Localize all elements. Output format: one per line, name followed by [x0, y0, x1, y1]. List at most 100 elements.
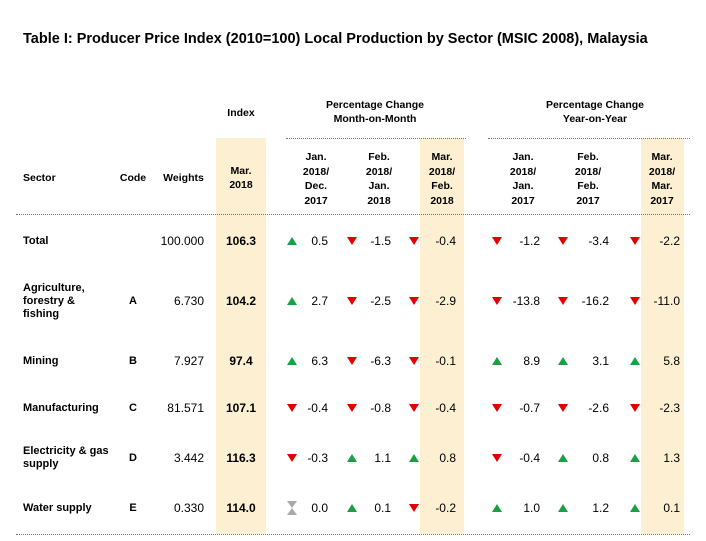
index-value: 97.4: [229, 353, 253, 368]
code-header: Code: [119, 172, 147, 184]
weight-value: 100.000: [160, 233, 204, 248]
mom-column-header-3: Mar. 2018/Feb. 2018: [428, 151, 456, 207]
mom-change-value: -0.3: [307, 450, 328, 465]
weight-value: 3.442: [173, 450, 204, 465]
up-arrow-icon: [630, 454, 640, 462]
down-arrow-icon: [347, 237, 357, 245]
up-arrow-icon: [630, 357, 640, 365]
down-arrow-icon: [630, 237, 640, 245]
mom-change-value: -0.4: [435, 233, 456, 248]
table-title: Table I: Producer Price Index (2010=100)…: [23, 31, 648, 47]
up-arrow-icon: [409, 454, 419, 462]
down-arrow-icon: [492, 404, 502, 412]
down-arrow-icon: [409, 504, 419, 512]
weight-value: 7.927: [173, 353, 204, 368]
yoy-change-value: 1.0: [523, 500, 540, 515]
yoy-change-value: -2.2: [659, 233, 680, 248]
up-arrow-icon: [287, 357, 297, 365]
up-arrow-icon: [287, 297, 297, 305]
rule-header-bottom: [16, 214, 690, 215]
yoy-change-value: -13.8: [512, 293, 540, 308]
up-arrow-icon: [492, 357, 502, 365]
down-arrow-icon: [558, 404, 568, 412]
index-value: 116.3: [226, 450, 256, 465]
mom-change-value: -0.4: [307, 400, 328, 415]
weight-value: 81.571: [167, 400, 204, 415]
mom-group-header: Percentage Change Month-on-Month: [325, 99, 425, 125]
yoy-change-value: -0.4: [519, 450, 540, 465]
yoy-change-value: 5.8: [663, 353, 680, 368]
mom-column-header-2: Feb. 2018/Jan. 2018: [365, 151, 393, 207]
yoy-change-value: 0.8: [592, 450, 609, 465]
down-arrow-icon: [409, 357, 419, 365]
down-arrow-icon: [492, 297, 502, 305]
up-arrow-icon: [492, 504, 502, 512]
yoy-change-value: -16.2: [581, 293, 609, 308]
down-arrow-icon: [558, 297, 568, 305]
sector-name: Manufacturing: [23, 401, 99, 414]
yoy-change-value: 3.1: [592, 353, 609, 368]
yoy-change-value: -1.2: [519, 233, 540, 248]
sector-code: B: [129, 354, 137, 367]
index-value: 104.2: [225, 293, 257, 308]
yoy-column-header-1: Jan. 2018/Jan. 2017: [509, 151, 537, 207]
index-column-header: Mar. 2018: [229, 165, 253, 191]
down-arrow-icon: [347, 297, 357, 305]
sector-name: Agriculture, forestry & fishing: [23, 281, 85, 320]
rule-yoy: [488, 138, 690, 139]
yoy-column-header-2: Feb. 2018/Feb. 2017: [574, 151, 602, 207]
down-arrow-icon: [287, 404, 297, 412]
sector-name: Electricity & gas supply: [23, 445, 109, 470]
yoy-change-value: 1.3: [663, 450, 680, 465]
mom-change-value: -0.2: [435, 500, 456, 515]
mom-change-value: 0.8: [439, 450, 456, 465]
yoy-change-value: -11.0: [653, 293, 680, 308]
yoy-change-value: -2.6: [588, 400, 609, 415]
down-arrow-icon: [347, 357, 357, 365]
index-group-header: Index: [227, 107, 255, 119]
mom-change-value: 2.7: [311, 293, 328, 308]
yoy-change-value: -3.4: [588, 233, 609, 248]
index-value: 114.0: [226, 500, 256, 515]
down-arrow-icon: [287, 454, 297, 462]
down-arrow-icon: [630, 404, 640, 412]
up-arrow-icon: [287, 237, 297, 245]
sector-code: D: [129, 451, 137, 464]
index-value: 107.1: [225, 400, 257, 415]
sector-name: Total: [23, 234, 49, 247]
up-arrow-icon: [558, 504, 568, 512]
down-arrow-icon: [409, 237, 419, 245]
mom-change-value: -0.4: [435, 400, 456, 415]
mom-change-value: -2.9: [435, 293, 456, 308]
mom-change-value: -0.8: [370, 400, 391, 415]
mom-change-value: 1.1: [374, 450, 391, 465]
up-arrow-icon: [630, 504, 640, 512]
yoy-change-value: 8.9: [523, 353, 540, 368]
down-arrow-icon: [492, 454, 502, 462]
highlight-index-column: [216, 138, 266, 534]
sector-name: Mining: [23, 354, 59, 367]
up-arrow-icon: [558, 357, 568, 365]
up-arrow-icon: [347, 504, 357, 512]
highlight-yoy-mar-column: [641, 138, 684, 534]
weight-value: 0.330: [173, 500, 204, 515]
no-change-icon: [287, 501, 297, 515]
yoy-change-value: -2.3: [659, 400, 680, 415]
mom-column-header-1: Jan. 2018/Dec. 2017: [302, 151, 330, 207]
weight-value: 6.730: [173, 293, 204, 308]
mom-change-value: -6.3: [370, 353, 391, 368]
yoy-change-value: -0.7: [519, 400, 540, 415]
down-arrow-icon: [492, 237, 502, 245]
mom-change-value: 0.1: [374, 500, 391, 515]
rule-table-bottom: [16, 534, 690, 535]
yoy-column-header-3: Mar. 2018/Mar. 2017: [648, 151, 676, 207]
down-arrow-icon: [630, 297, 640, 305]
mom-change-value: 0.5: [311, 233, 328, 248]
highlight-mom-mar-column: [420, 138, 464, 534]
yoy-change-value: 0.1: [663, 500, 680, 515]
up-arrow-icon: [347, 454, 357, 462]
down-arrow-icon: [347, 404, 357, 412]
sector-code: E: [129, 501, 137, 514]
sector-code: A: [129, 294, 137, 307]
index-value: 106.3: [225, 233, 257, 248]
